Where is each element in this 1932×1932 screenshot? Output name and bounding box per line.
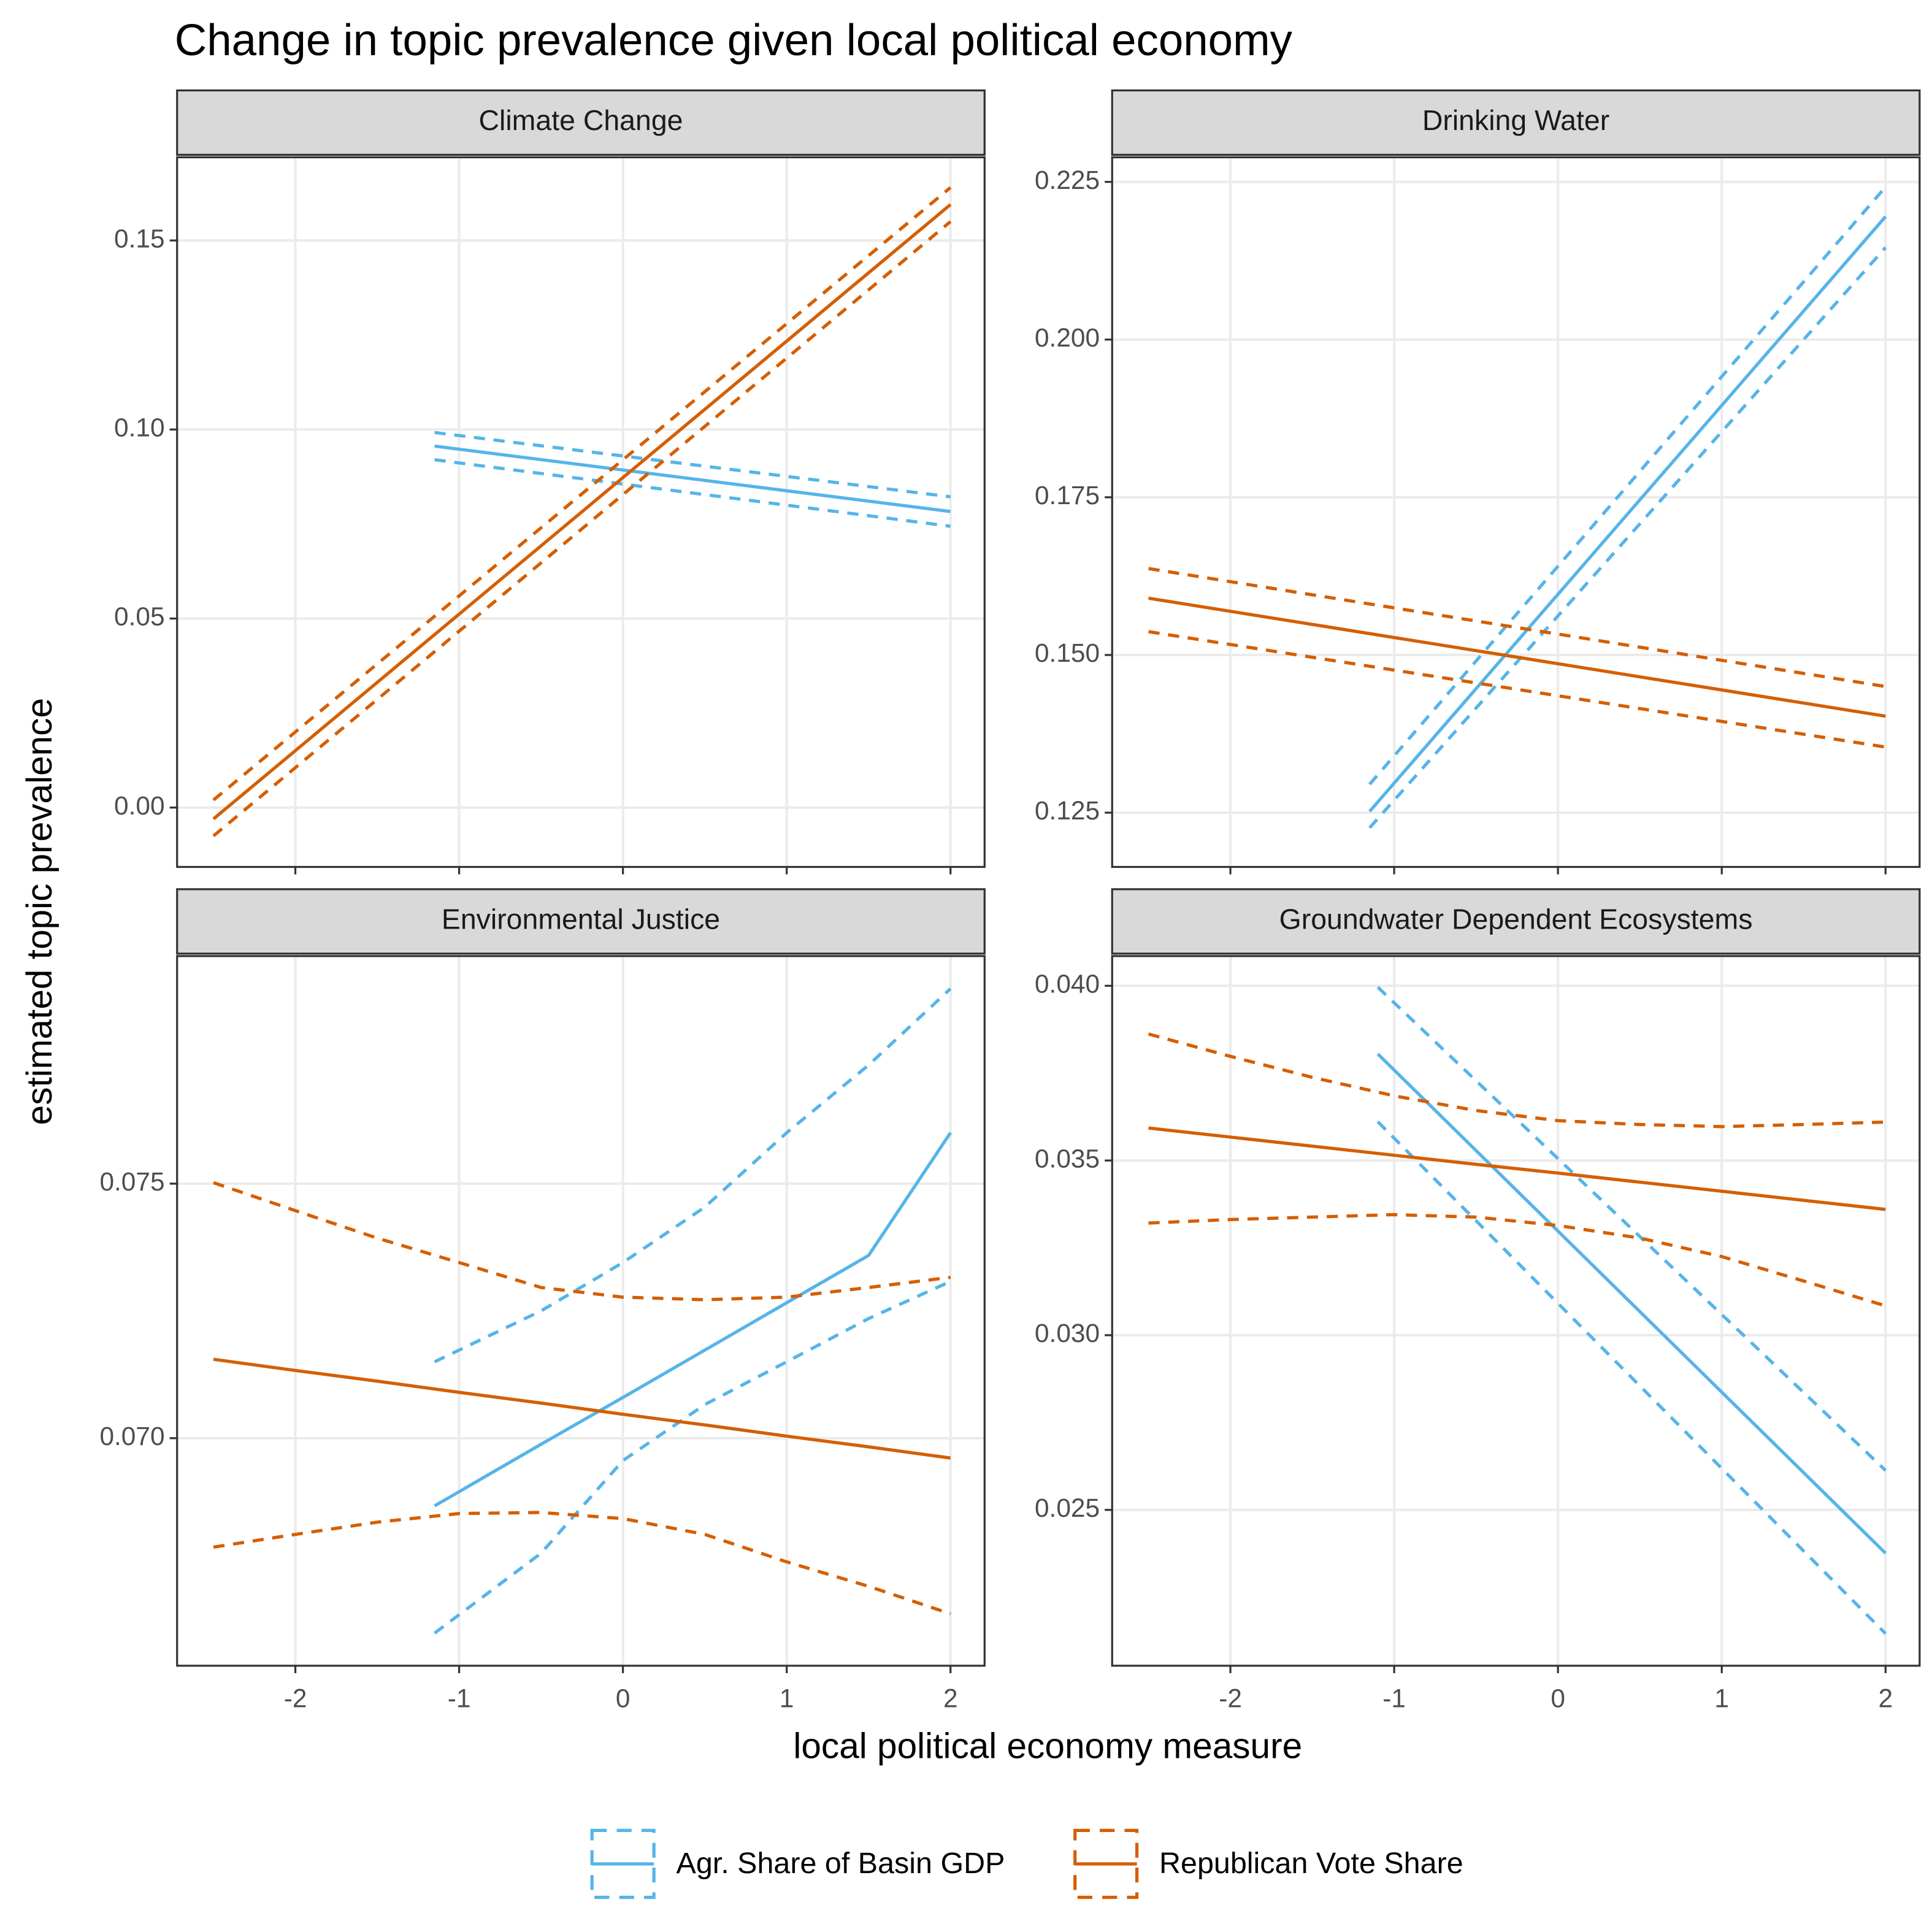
y-tick-label: 0.10 [114,413,165,442]
x-tick-label: -2 [284,1684,307,1713]
legend-label: Republican Vote Share [1159,1847,1463,1880]
band-lower [1148,630,1886,749]
panel-border [176,156,986,868]
line [213,1357,951,1460]
x-tick-label: 0 [1551,1684,1565,1713]
panel-background [177,956,985,1666]
y-tick-label: 0.030 [1035,1319,1100,1347]
line [212,203,952,821]
y-tick-label: 0.200 [1035,323,1100,352]
x-tick-label: -1 [448,1684,471,1713]
x-tick-label: 2 [943,1684,958,1713]
strip-label: Drinking Water [1422,104,1609,136]
line [434,444,951,513]
panel-background [1112,157,1920,867]
strip-label: Climate Change [479,104,683,136]
y-tick-label: 0.175 [1035,481,1100,510]
panel-background [1112,956,1920,1666]
line [434,1132,952,1508]
x-tick-label: 0 [616,1684,631,1713]
band-lower [1376,1121,1887,1635]
band-lower [212,220,952,837]
line [1148,1126,1886,1211]
y-tick-label: 0.05 [114,602,165,631]
band-lower [433,1279,951,1635]
band-upper [1376,986,1887,1472]
band-upper [1148,1032,1886,1129]
strip-background [1111,89,1921,156]
line [1376,1052,1887,1555]
panel-border [176,955,986,1667]
strip-background [1111,888,1921,955]
y-tick-label: 0.025 [1035,1493,1100,1522]
x-tick-label: 1 [1714,1684,1729,1713]
x-tick-label: -1 [1382,1684,1406,1713]
strip-background [176,888,986,955]
y-tick-label: 0.15 [114,224,165,253]
x-tick-label: -2 [1219,1684,1242,1713]
panel-border [1111,156,1921,868]
y-tick-label: 0.00 [114,791,165,820]
y-tick-label: 0.070 [99,1422,164,1451]
band-lower [1148,1213,1887,1308]
x-axis-label: local political economy measure [793,1727,1302,1766]
band-lower [1368,246,1887,829]
strip-label: Environmental Justice [442,903,720,935]
y-axis-label: estimated topic prevalence [20,698,59,1125]
line [1148,596,1886,718]
band-lower [434,458,951,528]
panel-border [1111,955,1921,1667]
y-tick-label: 0.035 [1035,1144,1100,1173]
strip-label: Groundwater Dependent Ecosystems [1279,903,1753,935]
y-tick-label: 0.040 [1035,969,1100,998]
band-upper [1368,186,1887,786]
legend-label: Agr. Share of Basin GDP [676,1847,1005,1880]
band-lower [213,1511,951,1616]
band-upper [213,1181,951,1301]
band-upper [434,431,951,499]
chart-title: Change in topic prevalence given local p… [175,15,1293,65]
y-tick-label: 0.150 [1035,638,1100,667]
x-tick-label: 1 [780,1684,794,1713]
strip-background [176,89,986,156]
y-tick-label: 0.075 [99,1167,164,1196]
line [1368,215,1887,813]
band-upper [212,186,952,802]
x-tick-label: 2 [1878,1684,1893,1713]
y-tick-label: 0.125 [1035,796,1100,825]
band-upper [1148,567,1886,688]
y-tick-label: 0.225 [1035,166,1100,194]
